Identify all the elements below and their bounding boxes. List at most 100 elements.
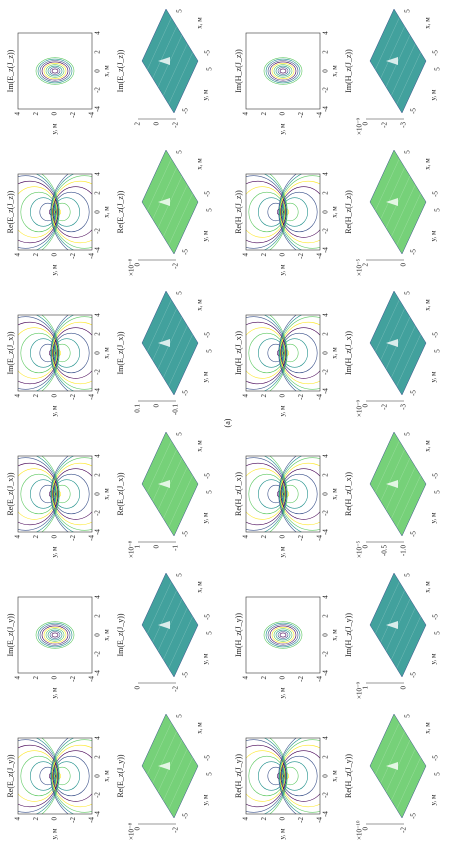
contour-line [248, 332, 286, 374]
y-tick-label: -4 [316, 817, 324, 823]
panel-title: Im(E_z(J_y)) [6, 613, 15, 656]
x-tick-label: -2 [322, 87, 330, 93]
contour-line [51, 462, 92, 526]
x-tick-label: 2 [322, 332, 330, 336]
x-axis-label: x, м [424, 299, 432, 311]
contour-line [50, 738, 92, 814]
peak [386, 339, 398, 347]
y-tick-label: -2 [69, 817, 77, 823]
x-tick-label: -2 [322, 792, 330, 798]
y-tick-label: -4 [88, 112, 96, 118]
panel-title: Re(E_z(J_z)) [6, 190, 15, 233]
z-tick-label: -2 [381, 404, 389, 410]
surface-panel: Im(H_z(J_z)) -3 -2 0×10⁻⁹ -5 5 -5 5 x, м y, м [344, 8, 442, 135]
x-tick-label: 0 [322, 774, 330, 778]
z-tick-label: -2 [400, 827, 408, 833]
x-tick-label: 2 [322, 191, 330, 195]
contour-line [50, 456, 92, 532]
contour-line [41, 61, 69, 81]
y-tick-label: -5 [182, 813, 190, 819]
z-tick-label: 0 [362, 827, 370, 831]
y-tick-label: -5 [410, 249, 418, 255]
y-tick-label: 5 [206, 208, 214, 212]
y-tick-label: -5 [182, 108, 190, 114]
contour-line [29, 479, 57, 509]
x-tick-label: 2 [322, 473, 330, 477]
x-tick-label: 2 [322, 50, 330, 54]
mesh-line [152, 449, 177, 502]
contour-line [35, 57, 75, 85]
y-tick-label: -5 [410, 531, 418, 537]
contours [263, 621, 303, 649]
x-tick-label: 0 [322, 210, 330, 214]
mesh-line [396, 616, 421, 669]
panel-title: Im(H_z(J_y)) [344, 613, 353, 657]
y-tick-label: 5 [434, 349, 442, 353]
contour-line [18, 175, 59, 249]
contour-line [278, 315, 320, 391]
z-scale-label: ×10⁻⁸ [128, 822, 136, 840]
contour-line [267, 202, 285, 222]
contour-line [52, 186, 92, 238]
y-axis-label: y, м [279, 687, 287, 699]
y-tick-label: 2 [260, 253, 268, 257]
mesh-line [163, 325, 188, 378]
z-scale-label: ×10⁻⁹ [356, 117, 364, 135]
x-tick-label: -5 [204, 191, 212, 197]
x-tick-label: 4 [322, 595, 330, 599]
contour-line [43, 627, 67, 644]
contour-line [271, 627, 295, 644]
y-tick-label: 0 [51, 112, 59, 116]
y-tick-label: 0 [51, 676, 59, 680]
z-tick-label: 0 [134, 686, 142, 690]
y-axis-label: y, м [279, 264, 287, 276]
panel-title: Im(H_z(J_z)) [344, 49, 353, 93]
mesh-line [168, 52, 193, 105]
x-axis-label: x, м [103, 629, 111, 641]
x-tick-label: -2 [322, 651, 330, 657]
z-tick-label: 0 [362, 122, 370, 126]
y-tick-label: -5 [410, 108, 418, 114]
mesh-line [147, 722, 172, 775]
contour-line [53, 202, 71, 222]
contour-line [265, 58, 301, 84]
x-axis-label: x, м [196, 299, 204, 311]
contour-line [263, 57, 303, 85]
mesh-line [380, 26, 405, 79]
mesh-line [163, 184, 188, 237]
x-tick-label: -4 [94, 670, 102, 676]
surface-panel: Re(E_z(J_x)) -1 0 1×10⁻⁸ -5 5 -5 5 x, м y, м [116, 431, 214, 558]
contour-line [280, 191, 318, 233]
mesh-line [147, 17, 172, 70]
contour-line [39, 202, 57, 222]
x-tick-label: -5 [432, 473, 440, 479]
x-tick-label: -5 [432, 614, 440, 620]
contour-line [278, 174, 320, 250]
contour-line [52, 332, 90, 374]
y-tick-label: 2 [260, 676, 268, 680]
contour-line [51, 321, 92, 385]
panel-title: Re(H_z(J_x)) [344, 472, 353, 516]
contour-line [29, 197, 57, 227]
x-tick-label: -4 [322, 106, 330, 112]
y-tick-label: -2 [69, 676, 77, 682]
contour-line [267, 624, 299, 646]
contour-line [51, 68, 59, 74]
x-axis-label: x, м [331, 65, 339, 77]
axes-box [245, 596, 321, 674]
surface-panel: Im(E_z(J_z)) -2 0 2 -5 5 -5 5 x, м y, м [116, 8, 214, 128]
y-axis-label: y, м [279, 123, 287, 135]
contour-line [49, 631, 61, 639]
contour-line [18, 180, 59, 244]
contour-line [18, 186, 58, 238]
x-tick-label: 4 [322, 313, 330, 317]
contour-line [18, 739, 59, 813]
peak [158, 621, 170, 629]
y-tick-label: 5 [206, 67, 214, 71]
y-tick-label: 4 [14, 112, 22, 116]
x-tick-label: 5 [176, 432, 184, 436]
contour-panel: Re(H_z(J_x)) -4 -2 0 2 4 -4 -2 0 2 4 x, м y, м [234, 454, 339, 558]
mesh-line [391, 466, 416, 519]
contour-panel: Re(H_z(J_y)) -4 -2 0 2 4 -4 -2 0 2 4 x, м y, м [234, 736, 339, 840]
contour-panel: Re(E_z(J_z)) -4 -2 0 2 4 -4 -2 0 2 4 x, м y, м [6, 172, 111, 276]
